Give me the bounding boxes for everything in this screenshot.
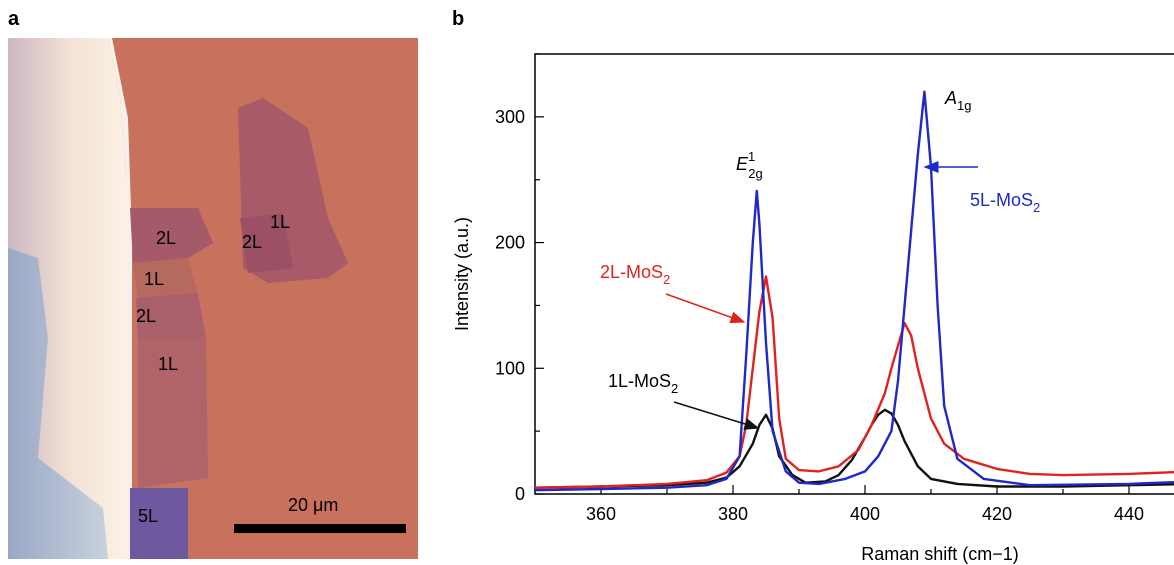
layer-label-1L-b: 1L <box>144 269 164 289</box>
series-line-5l-mos2 <box>534 90 1174 492</box>
monolayer-region-1 <box>133 258 198 298</box>
flake-edge <box>108 38 132 559</box>
arrow-2l <box>665 293 746 324</box>
peak-label-e2g: E1 2g <box>736 149 763 181</box>
series-label-1l: 1L-MoS2 <box>608 371 678 396</box>
layer-label-5L: 5L <box>138 506 158 526</box>
series-line-1l-mos2 <box>534 408 1174 489</box>
x-axis-label: Raman shift (cm−1) <box>861 544 1019 564</box>
y-tick-label: 300 <box>495 107 525 127</box>
y-tick-label: 0 <box>515 484 525 504</box>
layer-label-1L-c: 1L <box>158 354 178 374</box>
peak-label-a1g: A1g <box>944 88 971 113</box>
x-tick-label: 440 <box>1114 504 1144 524</box>
panel-b-label: b <box>452 8 465 30</box>
x-tick-label: 360 <box>586 504 616 524</box>
bilayer-region-2 <box>136 293 206 338</box>
layer-label-2L-a: 2L <box>156 228 176 248</box>
arrow-1l <box>673 401 760 430</box>
monolayer-region-2 <box>138 338 208 488</box>
series-label-2l: 2L-MoS2 <box>600 262 670 287</box>
x-tick-label: 420 <box>982 504 1012 524</box>
five-layer-region <box>130 488 188 559</box>
bilayer-region-1 <box>130 208 213 263</box>
scale-bar-label: 20 μm <box>288 495 338 515</box>
y-tick-label: 100 <box>495 358 525 378</box>
y-axis-label: Intensity (a.u.) <box>452 217 472 331</box>
bluish-region <box>8 248 108 559</box>
x-tick-label: 400 <box>850 504 880 524</box>
scale-bar <box>234 524 406 533</box>
y-tick-label: 200 <box>495 233 525 253</box>
layer-label-2L-c: 2L <box>136 306 156 326</box>
bilayer-region-3 <box>240 213 293 273</box>
layer-label-1L-a: 1L <box>270 212 290 232</box>
layer-label-2L-b: 2L <box>242 232 262 252</box>
panel-a-label: a <box>8 8 20 30</box>
series-line-2l-mos2 <box>534 275 1174 489</box>
optical-micrograph: 2L 1L 2L 1L 2L 1L 5L 20 μm <box>8 38 418 559</box>
x-tick-label: 380 <box>718 504 748 524</box>
raman-chart: 360 380 400 420 440 0 100 200 300 Raman shift (c… <box>440 30 1174 565</box>
series-label-5l: 5L-MoS2 <box>970 190 1040 215</box>
